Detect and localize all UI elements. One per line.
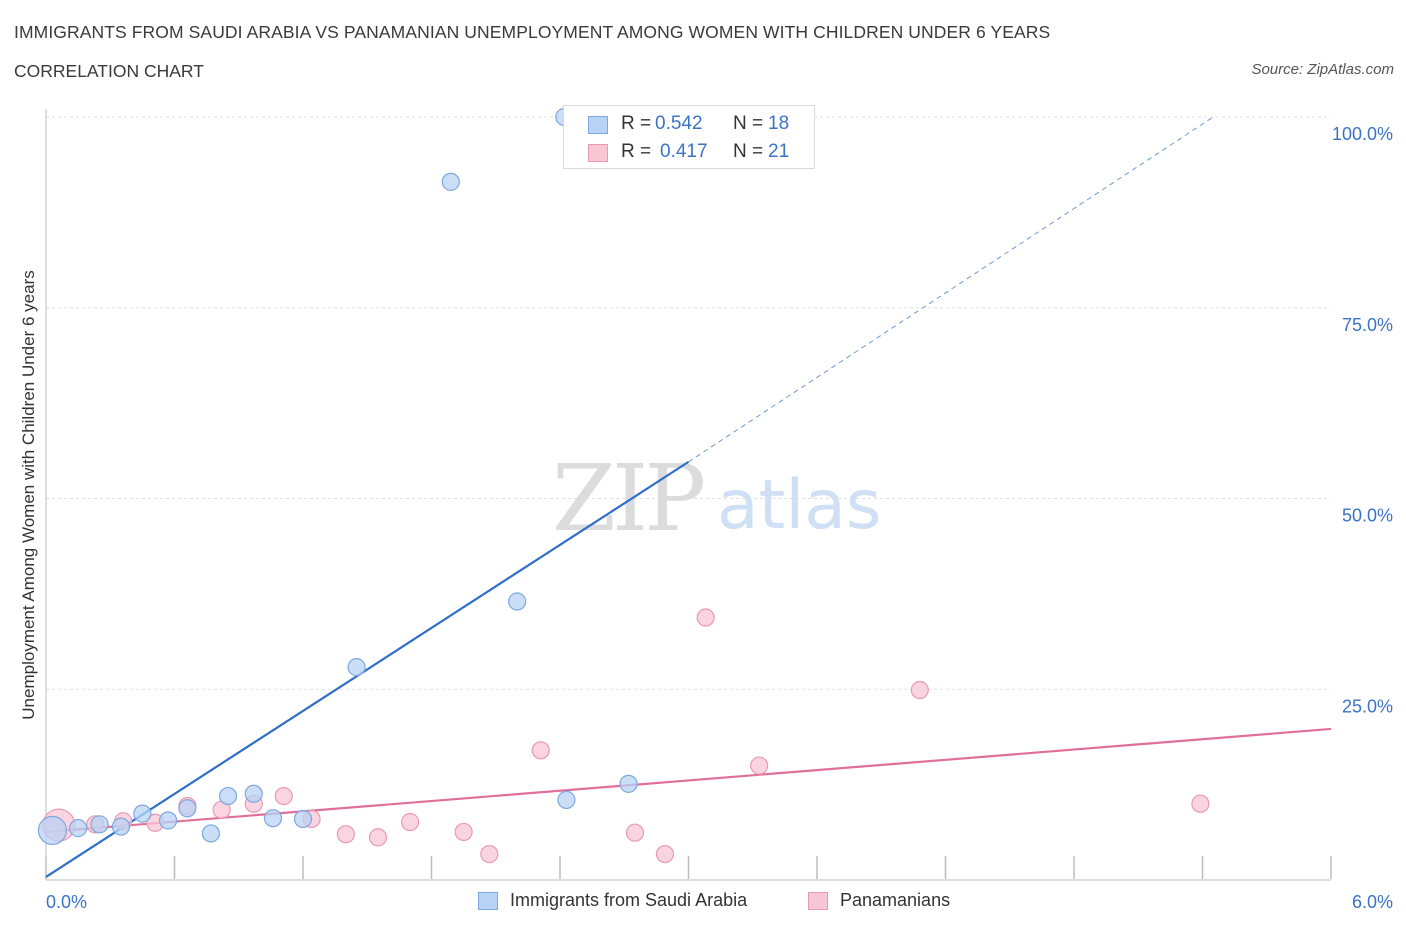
point-panamanian <box>454 822 473 842</box>
legend-r-value: 0.417 <box>660 141 708 162</box>
point-saudi <box>178 799 197 818</box>
point-saudi <box>557 790 576 809</box>
y-tick-label: 50.0% <box>1342 506 1393 526</box>
point-saudi <box>441 172 460 191</box>
legend-r-value: 0.542 <box>655 113 703 134</box>
point-panamanian <box>480 844 499 864</box>
point-saudi <box>201 824 221 843</box>
point-panamanian <box>1191 794 1210 813</box>
chart-subtitle: CORRELATION CHART <box>14 61 204 81</box>
point-saudi <box>90 815 109 834</box>
y-tick-label: 25.0% <box>1342 696 1393 716</box>
trend-lines <box>45 116 1332 878</box>
point-panamanian <box>696 608 715 627</box>
legend-n-label: N = <box>733 141 764 162</box>
point-saudi <box>37 815 68 846</box>
legend-r-label: R = <box>621 141 652 162</box>
point-panamanian <box>336 825 355 844</box>
point-saudi <box>69 819 88 838</box>
legend-n-label: N = <box>733 113 764 134</box>
y-tick-label: 75.0% <box>1342 315 1393 335</box>
legend-n-value: 18 <box>768 113 790 134</box>
series-swatch-blue <box>478 892 498 910</box>
point-saudi <box>244 784 263 803</box>
point-saudi <box>218 786 238 806</box>
series-name-saudi: Immigrants from Saudi Arabia <box>510 890 748 910</box>
x-tick-label: 6.0% <box>1352 892 1393 912</box>
legend-swatch-pink <box>588 144 608 162</box>
point-saudi <box>133 804 152 823</box>
point-saudi <box>158 811 178 830</box>
point-saudi <box>263 809 283 828</box>
legend-n-value: 21 <box>768 141 790 162</box>
axes <box>45 109 1332 881</box>
trend-extension-saudi <box>688 116 1214 463</box>
correlation-legend: R = 0.542 N = 18 R = 0.417 N = 21 <box>563 105 815 169</box>
point-saudi <box>347 658 366 677</box>
point-panamanian <box>531 741 550 760</box>
point-panamanian <box>368 828 388 847</box>
trend-line-panamanian <box>45 727 1332 834</box>
source-credit: Source: ZipAtlas.com <box>1251 61 1394 78</box>
tick-labels: 25.0% 50.0% 75.0% 100.0% 0.0% 6.0% <box>46 124 1393 912</box>
series-name-panamanian: Panamanians <box>840 890 951 910</box>
watermark: ZIP atlas <box>552 445 881 552</box>
point-panamanian <box>655 844 675 864</box>
series-swatch-pink <box>808 892 828 910</box>
point-panamanian <box>625 823 645 842</box>
x-tick-label: 0.0% <box>46 892 87 912</box>
point-saudi <box>508 592 527 611</box>
point-saudi <box>619 774 638 793</box>
point-saudi <box>293 809 313 829</box>
point-panamanian <box>400 812 420 832</box>
y-tick-label: 100.0% <box>1332 124 1393 144</box>
point-panamanian <box>910 680 929 700</box>
chart-title: IMMIGRANTS FROM SAUDI ARABIA VS PANAMANI… <box>14 22 1051 42</box>
grid-lines <box>46 116 1331 690</box>
point-panamanian <box>750 756 769 775</box>
y-axis-label: Unemployment Among Women with Children U… <box>19 270 38 719</box>
trend-line-saudi <box>45 460 690 878</box>
point-panamanian <box>274 786 293 806</box>
legend-r-label: R = <box>621 113 652 134</box>
watermark-atlas: atlas <box>717 466 881 545</box>
data-points <box>37 107 1210 864</box>
point-saudi <box>111 817 131 836</box>
legend-swatch-blue <box>588 116 608 134</box>
